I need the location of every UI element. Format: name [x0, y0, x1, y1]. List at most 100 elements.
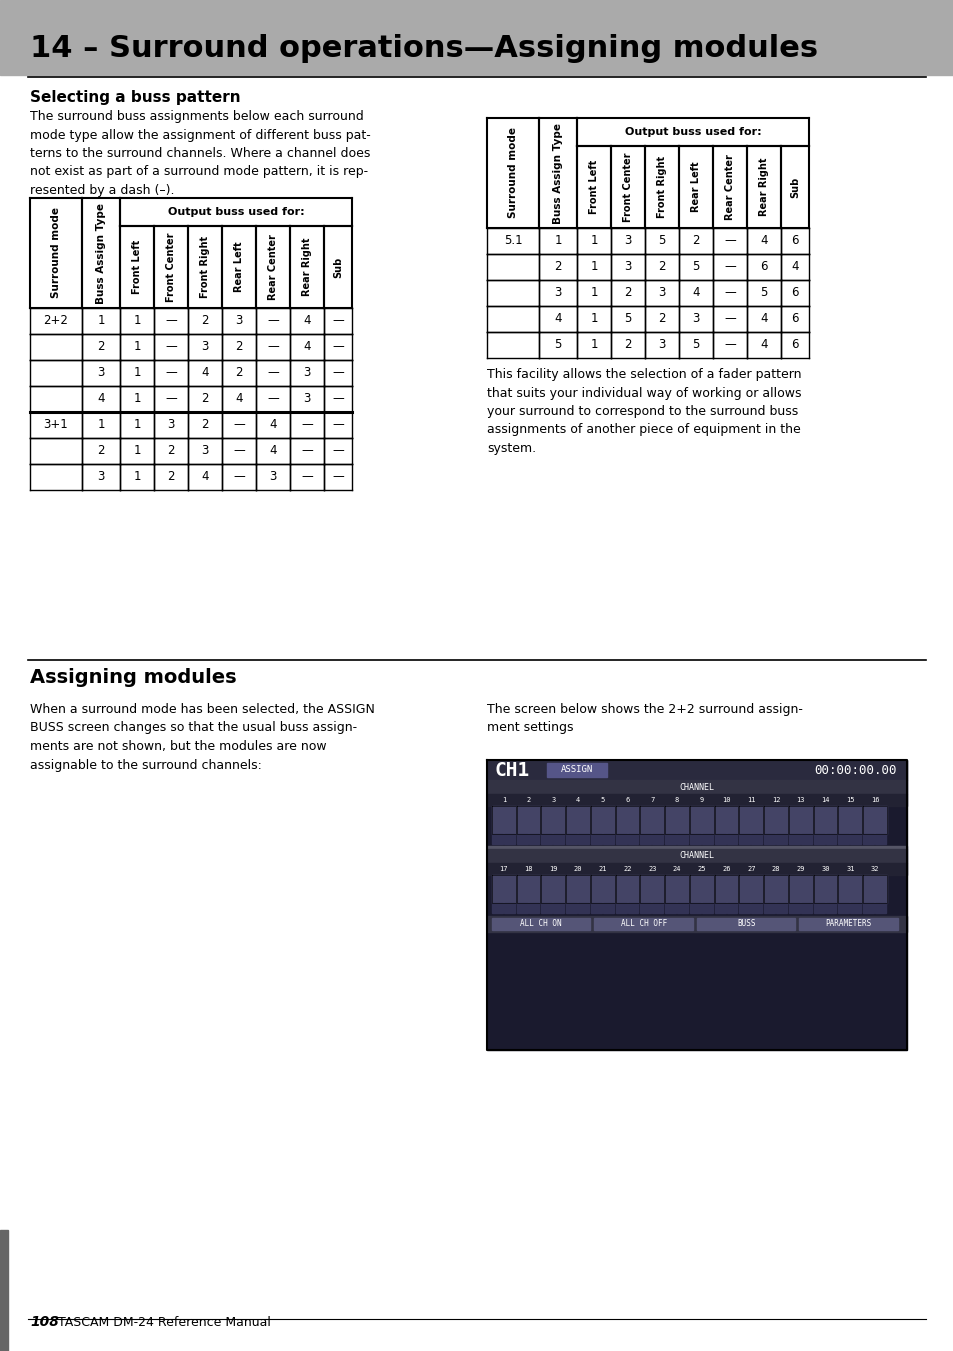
Bar: [751, 834, 761, 844]
Text: Buss Assign Type: Buss Assign Type: [553, 123, 562, 223]
Bar: [492, 917, 590, 929]
Text: 4: 4: [554, 312, 561, 326]
Text: —: —: [301, 444, 313, 458]
Bar: [849, 834, 861, 844]
Bar: [788, 834, 799, 844]
Bar: [763, 902, 774, 913]
Text: 2: 2: [235, 366, 242, 380]
Text: —: —: [332, 470, 343, 484]
Bar: [763, 875, 787, 902]
Bar: [602, 834, 613, 844]
Bar: [615, 875, 639, 902]
Bar: [639, 875, 663, 902]
Bar: [528, 902, 539, 913]
Text: 108: 108: [30, 1315, 59, 1329]
Bar: [590, 902, 601, 913]
Bar: [862, 807, 886, 834]
Bar: [697, 917, 795, 929]
Text: —: —: [332, 366, 343, 380]
Text: 3: 3: [551, 797, 555, 802]
Text: 4: 4: [201, 366, 209, 380]
Text: 30: 30: [821, 866, 829, 871]
Text: 8: 8: [675, 797, 679, 802]
Text: CHANNEL: CHANNEL: [679, 851, 714, 861]
Bar: [503, 902, 515, 913]
Text: —: —: [233, 470, 245, 484]
Text: ALL CH ON: ALL CH ON: [520, 920, 561, 928]
Text: 6: 6: [760, 261, 767, 273]
Bar: [726, 834, 737, 844]
Text: 2: 2: [623, 339, 631, 351]
Text: Rear Right: Rear Right: [759, 158, 768, 216]
Text: 3: 3: [303, 393, 311, 405]
Text: 3+1: 3+1: [44, 419, 69, 431]
Text: Buss Assign Type: Buss Assign Type: [96, 203, 106, 304]
Bar: [541, 902, 552, 913]
Bar: [689, 807, 713, 834]
Bar: [486, 863, 906, 875]
Text: —: —: [267, 340, 278, 354]
Text: 4: 4: [760, 235, 767, 247]
Text: 2: 2: [97, 340, 105, 354]
Text: 3: 3: [623, 261, 631, 273]
Text: Surround mode: Surround mode: [507, 127, 517, 219]
Bar: [639, 902, 651, 913]
Bar: [0, 0, 953, 76]
Text: 13: 13: [796, 797, 804, 802]
Text: 14 – Surround operations—Assigning modules: 14 – Surround operations—Assigning modul…: [30, 34, 818, 63]
Text: 2: 2: [623, 286, 631, 300]
Bar: [726, 902, 737, 913]
Bar: [486, 916, 906, 932]
Text: 12: 12: [771, 797, 780, 802]
Text: Front Left: Front Left: [132, 240, 142, 295]
Bar: [739, 902, 750, 913]
Bar: [566, 807, 589, 834]
Text: 16: 16: [870, 797, 879, 802]
Text: Rear Right: Rear Right: [302, 238, 312, 296]
Bar: [849, 902, 861, 913]
Text: 10: 10: [721, 797, 730, 802]
Bar: [578, 834, 588, 844]
Bar: [701, 902, 712, 913]
Text: —: —: [332, 444, 343, 458]
Text: —: —: [332, 419, 343, 431]
Bar: [492, 875, 516, 902]
Text: 20: 20: [574, 866, 581, 871]
Text: 2: 2: [201, 419, 209, 431]
Bar: [503, 834, 515, 844]
Text: 26: 26: [721, 866, 730, 871]
Text: BUSS: BUSS: [737, 920, 755, 928]
Bar: [627, 834, 638, 844]
Text: 1: 1: [590, 261, 598, 273]
Text: 1: 1: [590, 339, 598, 351]
Bar: [800, 834, 811, 844]
Text: 5.1: 5.1: [503, 235, 521, 247]
Text: Rear Left: Rear Left: [233, 242, 244, 292]
Text: 4: 4: [97, 393, 105, 405]
Text: 2: 2: [201, 393, 209, 405]
Bar: [799, 917, 897, 929]
Text: 6: 6: [790, 286, 798, 300]
Text: 2: 2: [167, 470, 174, 484]
Bar: [862, 875, 886, 902]
Bar: [546, 763, 606, 777]
Text: 6: 6: [790, 235, 798, 247]
Bar: [492, 902, 502, 913]
Text: 2: 2: [235, 340, 242, 354]
Bar: [788, 902, 799, 913]
Text: 1: 1: [133, 470, 141, 484]
Bar: [677, 834, 687, 844]
Text: 4: 4: [269, 444, 276, 458]
Text: 3: 3: [201, 340, 209, 354]
Bar: [751, 902, 761, 913]
Text: 2: 2: [658, 261, 665, 273]
Bar: [639, 807, 663, 834]
Text: —: —: [165, 315, 176, 327]
Text: 3: 3: [167, 419, 174, 431]
Text: —: —: [301, 419, 313, 431]
Bar: [594, 917, 692, 929]
Text: —: —: [165, 366, 176, 380]
Bar: [590, 834, 601, 844]
Text: 1: 1: [133, 444, 141, 458]
Text: —: —: [723, 339, 735, 351]
